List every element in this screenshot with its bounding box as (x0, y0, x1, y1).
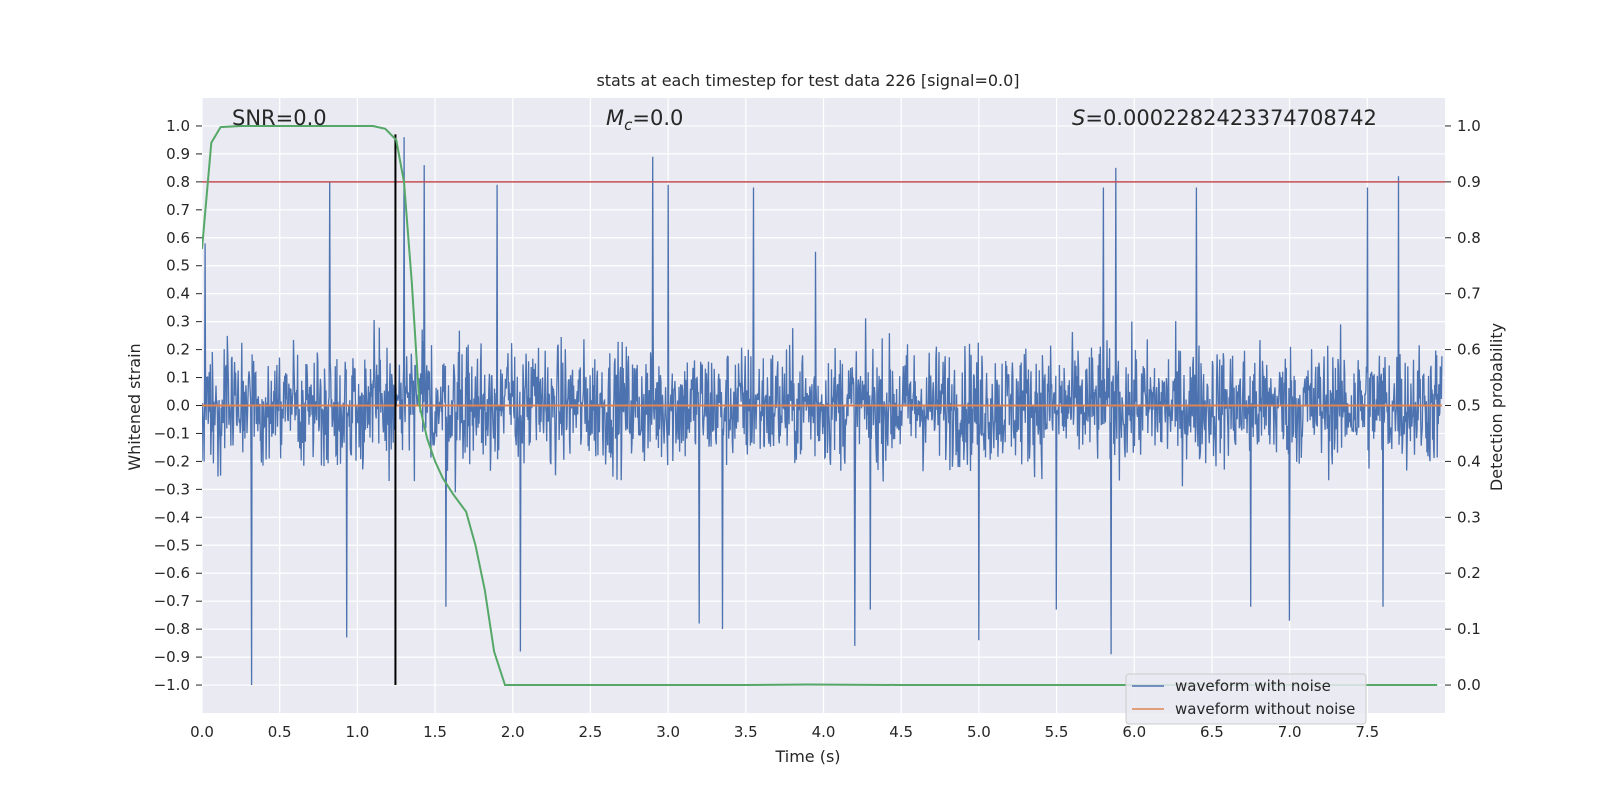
y-tick-label: 0.2 (166, 341, 190, 359)
snr-annotation: SNR=0.0 (232, 106, 327, 130)
y2-axis-label: Detection probability (1487, 323, 1506, 491)
y2-tick-label: 0.6 (1457, 341, 1481, 359)
mc-value: =0.0 (632, 106, 683, 130)
y2-tick-label: 0.9 (1457, 173, 1481, 191)
x-tick-label: 3.0 (656, 723, 680, 741)
plot-area (202, 125, 1445, 686)
s-symbol: S (1072, 106, 1085, 130)
x-tick-label: 2.0 (501, 723, 525, 741)
y-axis-ticks: 1.0 0.9 0.8 0.7 0.6 0.5 0.4 0.3 0.2 0.1 0.0 −0.1 −0.… (154, 117, 202, 694)
y-tick-label: −0.6 (154, 564, 190, 582)
y2-tick-label: 0.0 (1457, 676, 1481, 694)
y-tick-label: −0.4 (154, 508, 190, 526)
legend-label-clean: waveform without noise (1175, 700, 1355, 718)
y-axis-label: Whitened strain (125, 343, 144, 470)
y2-tick-label: 0.4 (1457, 452, 1481, 470)
y-tick-label: 0.6 (166, 229, 190, 247)
y-tick-label: 0.7 (166, 201, 190, 219)
y2-tick-label: 0.1 (1457, 620, 1481, 638)
x-tick-label: 2.5 (579, 723, 603, 741)
y-tick-label: 0.3 (166, 313, 190, 331)
y2-tick-label: 0.8 (1457, 229, 1481, 247)
x-tick-label: 0.5 (268, 723, 292, 741)
legend-box (1125, 673, 1367, 725)
y-tick-label: −0.3 (154, 480, 190, 498)
y2-tick-label: 0.3 (1457, 508, 1481, 526)
mc-annotation: Mc=0.0 (606, 106, 683, 134)
x-tick-label: 7.0 (1278, 723, 1302, 741)
detection-probability-line (202, 125, 1438, 686)
mc-symbol: M (606, 106, 624, 130)
x-tick-label: 3.5 (734, 723, 758, 741)
y2-axis-ticks: 1.0 0.9 0.8 0.7 0.6 0.5 0.4 0.3 0.2 0.1 0.0 (1445, 117, 1481, 694)
x-tick-label: 1.5 (423, 723, 447, 741)
y-tick-label: 0.9 (166, 145, 190, 163)
s-annotation: S=0.0002282423374708742 (1072, 106, 1377, 130)
x-tick-label: 7.5 (1355, 723, 1379, 741)
y-tick-label: −0.2 (154, 452, 190, 470)
y-tick-label: 0.0 (166, 397, 190, 415)
y-tick-label: 0.5 (166, 257, 190, 275)
y-tick-label: 0.4 (166, 285, 190, 303)
x-tick-label: 4.5 (889, 723, 913, 741)
y2-tick-label: 0.7 (1457, 285, 1481, 303)
x-tick-label: 6.5 (1200, 723, 1224, 741)
y-tick-label: −0.7 (154, 592, 190, 610)
y-tick-label: −0.1 (154, 424, 190, 442)
y-tick-label: 0.1 (166, 369, 190, 387)
x-axis-ticks: 0.0 0.5 1.0 1.5 2.0 2.5 3.0 3.5 4.0 4.5 5.0 5.5 6.0 6… (190, 723, 1379, 741)
y-tick-label: 1.0 (166, 117, 190, 135)
x-axis-label: Time (s) (774, 747, 840, 766)
x-tick-label: 5.0 (967, 723, 991, 741)
y2-tick-label: 0.5 (1457, 397, 1481, 415)
x-tick-label: 0.0 (190, 723, 214, 741)
chart-title: stats at each timestep for test data 226… (596, 71, 1019, 90)
x-tick-label: 1.0 (345, 723, 369, 741)
y-tick-label: −1.0 (154, 676, 190, 694)
y-tick-label: 0.8 (166, 173, 190, 191)
legend: waveform with noise waveform without noi… (1125, 673, 1367, 725)
x-tick-label: 4.0 (812, 723, 836, 741)
x-tick-label: 5.5 (1045, 723, 1069, 741)
y2-tick-label: 1.0 (1457, 117, 1481, 135)
legend-label-noise: waveform with noise (1175, 677, 1331, 695)
y-tick-label: −0.5 (154, 536, 190, 554)
y-tick-label: −0.8 (154, 620, 190, 638)
s-value: =0.0002282423374708742 (1085, 106, 1377, 130)
y-tick-label: −0.9 (154, 648, 190, 666)
overlay-series (202, 125, 1445, 686)
x-tick-label: 6.0 (1122, 723, 1146, 741)
mc-subscript: c (624, 116, 633, 134)
y2-tick-label: 0.2 (1457, 564, 1481, 582)
